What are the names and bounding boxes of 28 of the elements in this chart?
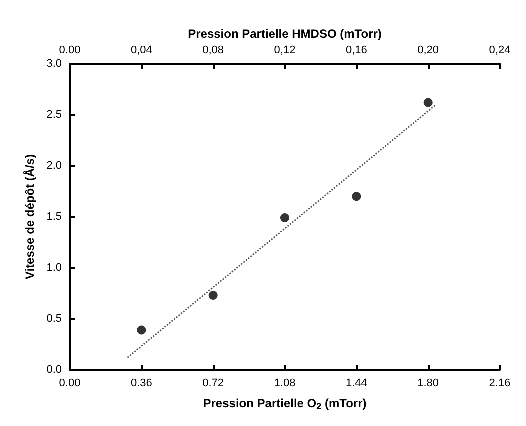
y-tick-label: 2.0	[46, 160, 62, 172]
x-tick-label: 1.08	[274, 378, 296, 390]
y-tick-label: 3.0	[46, 58, 62, 70]
x-tick-label: 2.16	[489, 378, 511, 390]
x-tick-label: 1.80	[418, 378, 440, 390]
x2-tick-label: 0,24	[489, 44, 511, 56]
x-tick-label: 0.72	[202, 378, 224, 390]
x2-tick-label: 0,20	[418, 44, 440, 56]
y-tick-label: 0.0	[46, 364, 62, 376]
x-tick-label: 0.00	[59, 378, 81, 390]
x2-tick-label: 0,12	[274, 44, 296, 56]
x-tick-label: 0.36	[130, 378, 152, 390]
point	[208, 291, 218, 300]
x2-tick-label: 0,16	[346, 44, 368, 56]
y-axis-title: Vitesse de dépôt (Å/s)	[22, 154, 37, 280]
point	[280, 214, 290, 223]
x2-tick-label: 0.00	[59, 44, 81, 56]
point	[352, 192, 362, 202]
x2-tick-label: 0,04	[130, 44, 152, 56]
point	[424, 98, 433, 108]
x-tick-label: 1.44	[346, 378, 368, 390]
y-tick-label: 1.5	[46, 211, 62, 223]
y-tick-label: 0.5	[46, 313, 62, 325]
y-tick-label: 1.0	[46, 262, 62, 274]
y-tick-label: 2.5	[46, 109, 62, 121]
x2-axis-title: Pression Partielle HMDSO (mTorr)	[188, 27, 382, 42]
point	[137, 326, 146, 335]
x2-tick-label: 0,08	[202, 44, 224, 56]
